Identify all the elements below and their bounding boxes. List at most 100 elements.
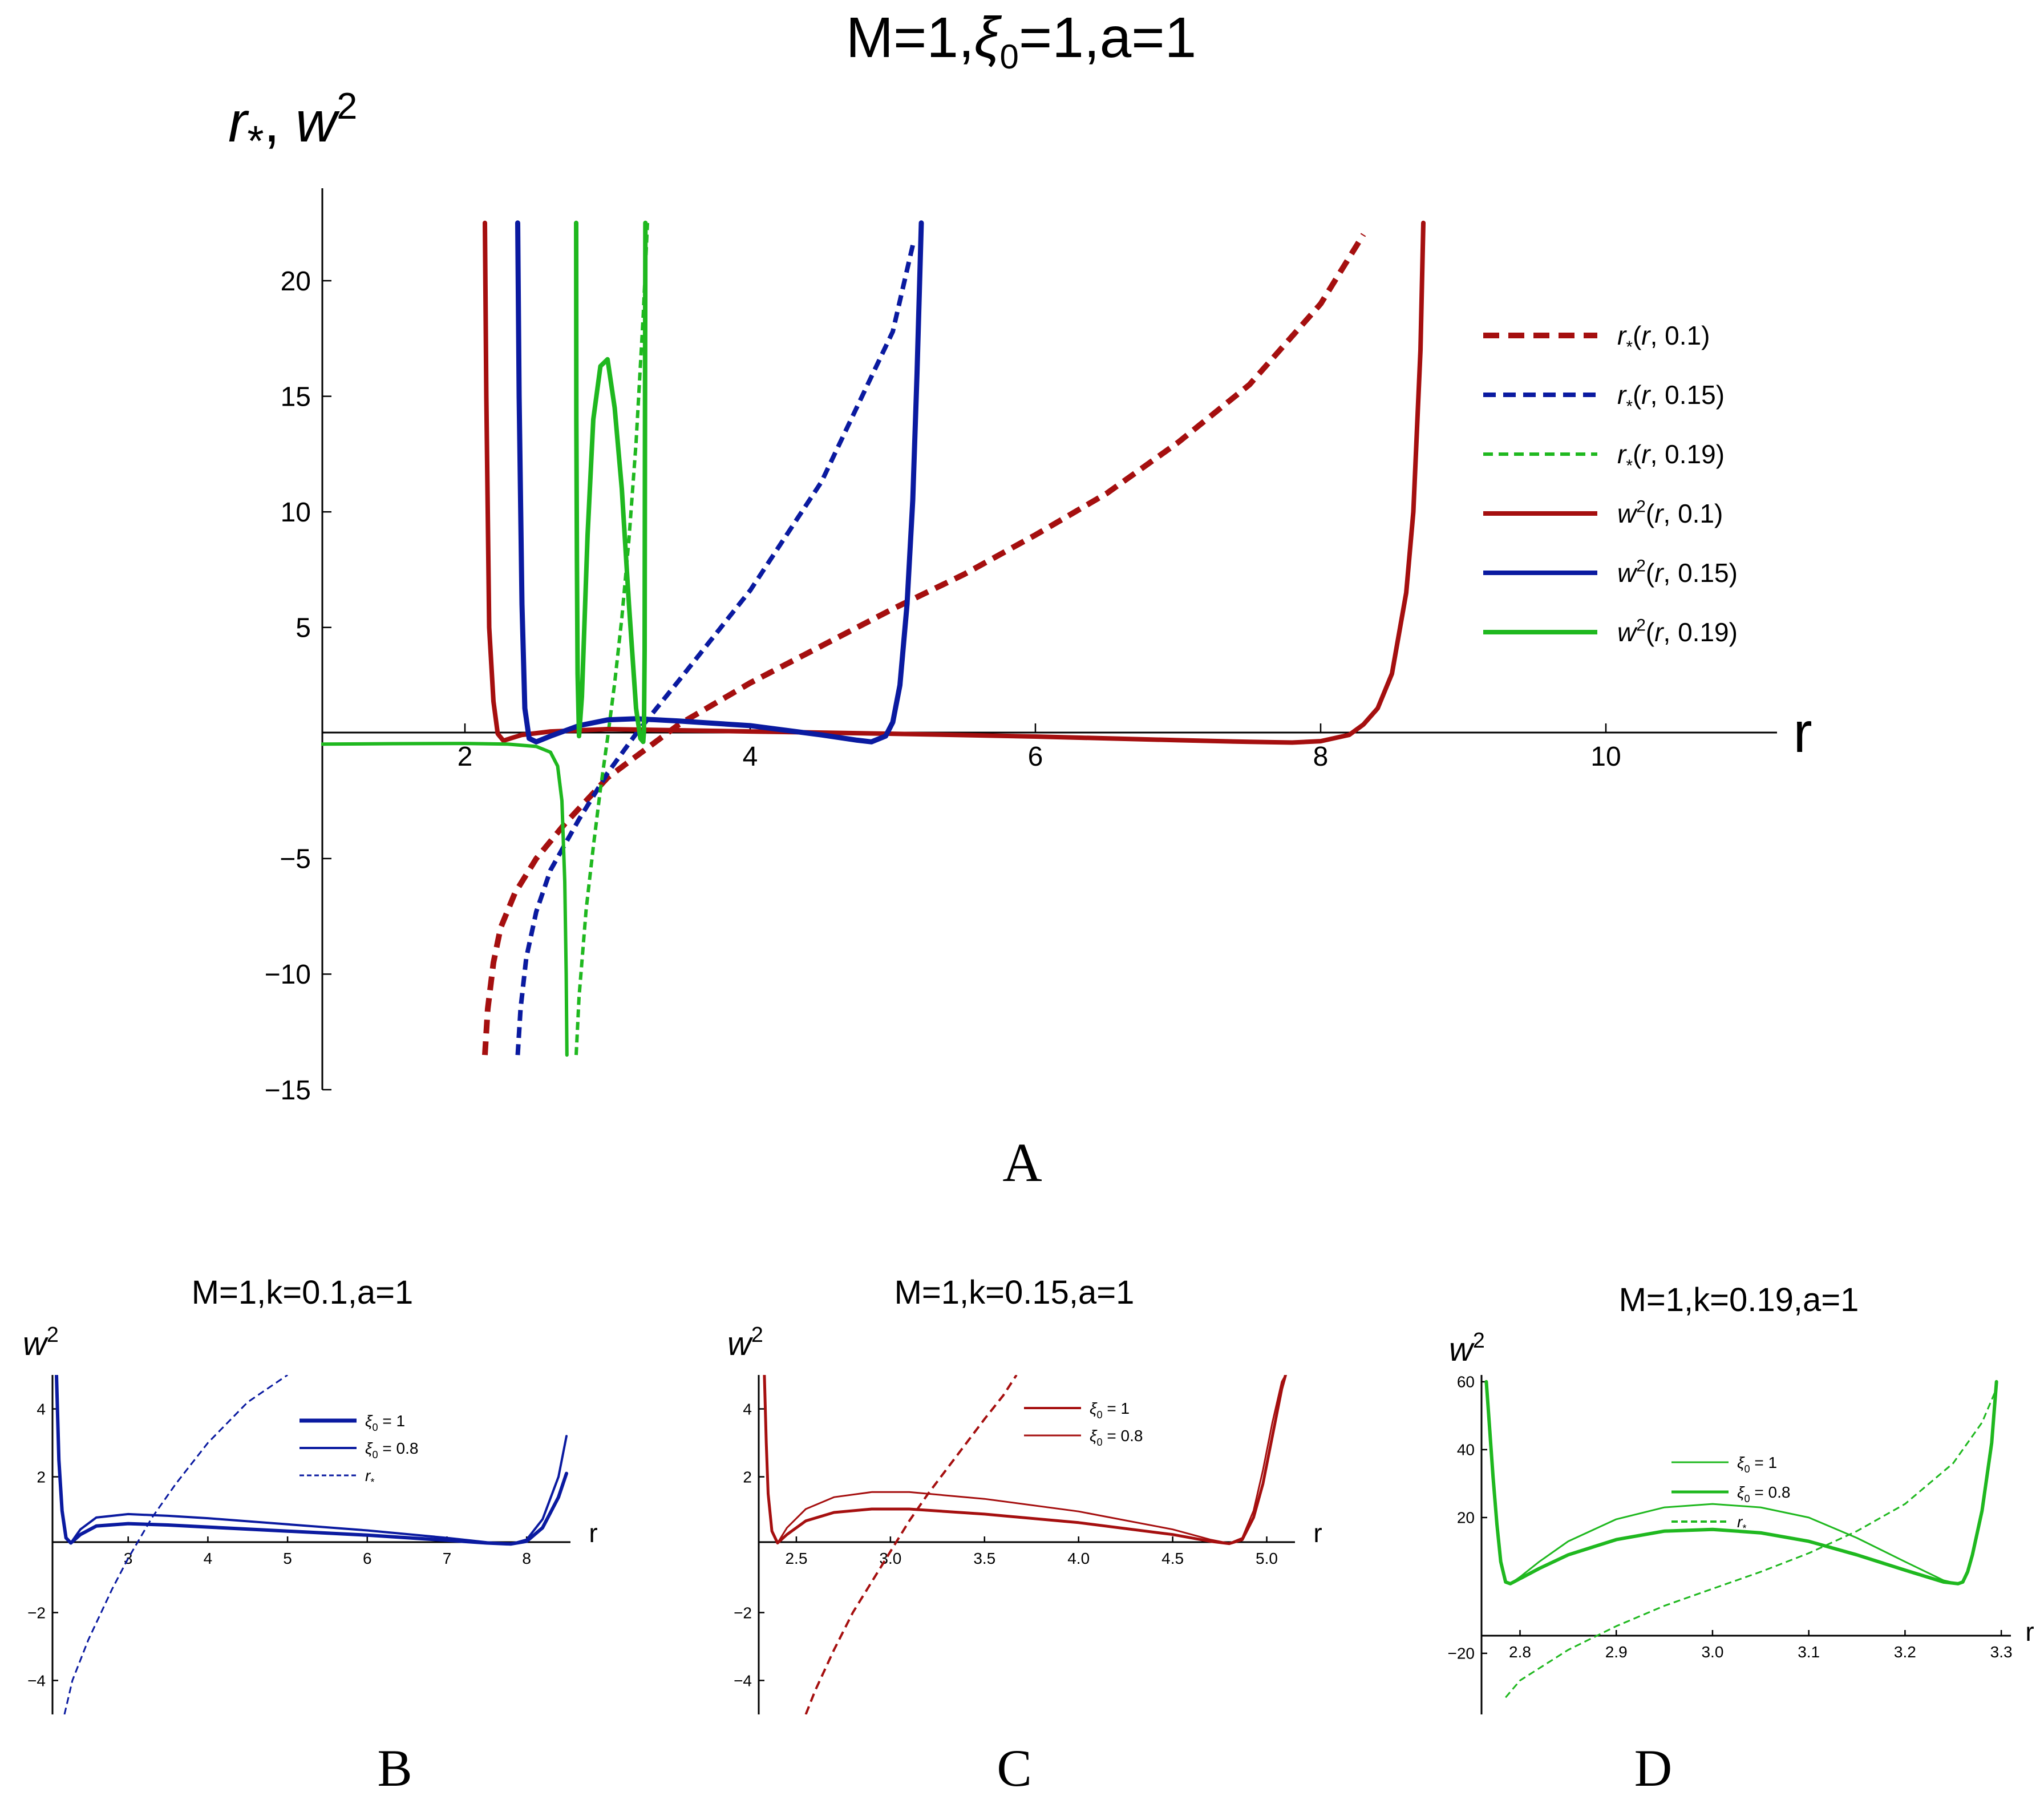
- legend-arg-rest: , 0.15): [1663, 558, 1738, 588]
- series-line: [63, 1375, 288, 1714]
- x-tick-label: 10: [1590, 742, 1621, 772]
- legend-base: ξ: [1737, 1454, 1745, 1471]
- y-tick-label: 20: [1457, 1509, 1475, 1527]
- y-tick-label: −20: [1448, 1645, 1475, 1663]
- legend-base: ξ: [365, 1439, 373, 1457]
- series-line: [483, 220, 1426, 745]
- legend-mark: 0: [1745, 1463, 1750, 1475]
- y-tick-label: −4: [27, 1672, 46, 1689]
- x-tick-label: 6: [1028, 742, 1043, 772]
- legend-label: ξ0 = 1: [1090, 1399, 1130, 1421]
- x-axis-label: r: [589, 1518, 597, 1548]
- legend-label: w2(r, 0.19): [1617, 616, 1738, 647]
- ylabel-star: *: [247, 117, 264, 165]
- title-text: M=1,: [846, 6, 974, 70]
- legend-arg-rest: , 0.19): [1663, 617, 1738, 647]
- legend-mark: 0: [373, 1449, 378, 1461]
- legend-base: r: [1617, 321, 1627, 350]
- ylabel-w: w: [727, 1325, 753, 1362]
- y-tick-label: −5: [280, 844, 311, 875]
- chart-title: M=1,k=0.15,a=1: [894, 1274, 1135, 1311]
- series-line: [55, 1375, 568, 1546]
- ylabel-w: w: [296, 90, 340, 154]
- x-tick-label: 4.5: [1161, 1550, 1184, 1567]
- legend-mark: 2: [1636, 616, 1646, 635]
- legend-mark: *: [1626, 456, 1633, 475]
- legend-base: r: [1617, 439, 1627, 469]
- x-axis-label: r: [2025, 1617, 2034, 1647]
- legend-label: r*(r, 0.19): [1617, 439, 1725, 475]
- x-tick-label: 2.9: [1605, 1643, 1628, 1661]
- y-tick-label: −10: [265, 960, 311, 990]
- ylabel-sup: 2: [751, 1322, 763, 1346]
- legend-label: r*(r, 0.1): [1617, 321, 1710, 357]
- series-line: [321, 742, 569, 1057]
- title-rest: =1,a=1: [1019, 6, 1196, 70]
- series-line: [804, 1375, 1018, 1714]
- x-tick-label: 2.5: [785, 1550, 807, 1567]
- legend-mark: *: [1742, 1523, 1746, 1534]
- x-tick-label: 3.2: [1894, 1643, 1916, 1661]
- ylabel-sup: 2: [1473, 1328, 1485, 1352]
- panel-d: M=1,k=0.19,a=12.8 2.9 3.0 3.1 3.2 3.3−2020406…: [1448, 1281, 2034, 1714]
- legend-mark: 2: [1636, 557, 1646, 576]
- y-tick-label: 2: [37, 1468, 46, 1486]
- x-tick-label: 5: [283, 1550, 292, 1567]
- x-tick-label: 3.3: [1990, 1643, 2013, 1661]
- legend-label: ξ0 = 0.8: [365, 1439, 418, 1461]
- series-line: [574, 220, 648, 745]
- y-tick-label: −15: [265, 1075, 311, 1106]
- x-tick-label: 2.8: [1509, 1643, 1531, 1661]
- legend-paren: (: [1646, 499, 1655, 528]
- legend-label: r*(r, 0.15): [1617, 380, 1725, 416]
- y-tick-label: 40: [1457, 1441, 1475, 1459]
- y-axis-label: w2: [1449, 1328, 1485, 1368]
- x-tick-label: 8: [522, 1550, 531, 1567]
- chart-title: M=1,ξ0=1,a=1: [846, 6, 1197, 76]
- x-tick-label: 3.0: [1701, 1643, 1723, 1661]
- x-tick-label: 6: [363, 1550, 372, 1567]
- plot-area: [55, 1375, 568, 1714]
- legend-base: ξ: [1090, 1399, 1098, 1417]
- legend-base: w: [1617, 558, 1638, 588]
- y-tick-label: 15: [281, 382, 311, 412]
- legend: r*(r, 0.1)r*(r, 0.15)r*(r, 0.19)w2(r, 0.…: [1483, 321, 1738, 647]
- legend-paren: (: [1646, 558, 1655, 588]
- plot-area: [321, 220, 1426, 1057]
- legend-base: w: [1617, 617, 1638, 647]
- series-line: [763, 1375, 1286, 1544]
- series-line: [482, 233, 1366, 1055]
- legend-base: r: [365, 1467, 371, 1485]
- ylabel-sep: ,: [264, 90, 296, 154]
- legend-label: w2(r, 0.15): [1617, 557, 1738, 588]
- ylabel-sup: 2: [337, 85, 357, 127]
- legend-arg-rest: , 0.1): [1650, 321, 1710, 350]
- plot-area: [1484, 1380, 1998, 1698]
- y-tick-label: 10: [281, 497, 311, 528]
- legend-arg: r: [1641, 321, 1651, 350]
- legend-label: ξ0 = 0.8: [1737, 1483, 1790, 1504]
- legend-mark: *: [370, 1477, 374, 1488]
- x-tick-label: 7: [443, 1550, 452, 1567]
- x-tick-label: 8: [1313, 742, 1329, 772]
- title-xi: ξ: [974, 6, 1002, 70]
- legend-arg-rest: , 0.1): [1663, 499, 1723, 528]
- legend-arg: r: [1654, 558, 1664, 588]
- legend-args: = 0.8: [378, 1439, 419, 1457]
- legend-mark: 0: [1097, 1437, 1103, 1448]
- y-tick-label: 4: [37, 1400, 46, 1418]
- legend-paren: (: [1633, 380, 1642, 410]
- ylabel-w: w: [23, 1325, 48, 1362]
- panel-label-c: C: [997, 1739, 1031, 1797]
- legend-args: = 1: [1750, 1454, 1777, 1471]
- legend-base: r: [1617, 380, 1627, 410]
- legend-mark: *: [1626, 338, 1633, 357]
- legend-arg: r: [1641, 380, 1651, 410]
- y-tick-label: −2: [734, 1604, 752, 1621]
- legend-base: w: [1617, 499, 1638, 528]
- panel-label-d: D: [1634, 1739, 1672, 1797]
- legend-arg-rest: , 0.15): [1650, 380, 1725, 410]
- x-axis-label: r: [1313, 1518, 1322, 1548]
